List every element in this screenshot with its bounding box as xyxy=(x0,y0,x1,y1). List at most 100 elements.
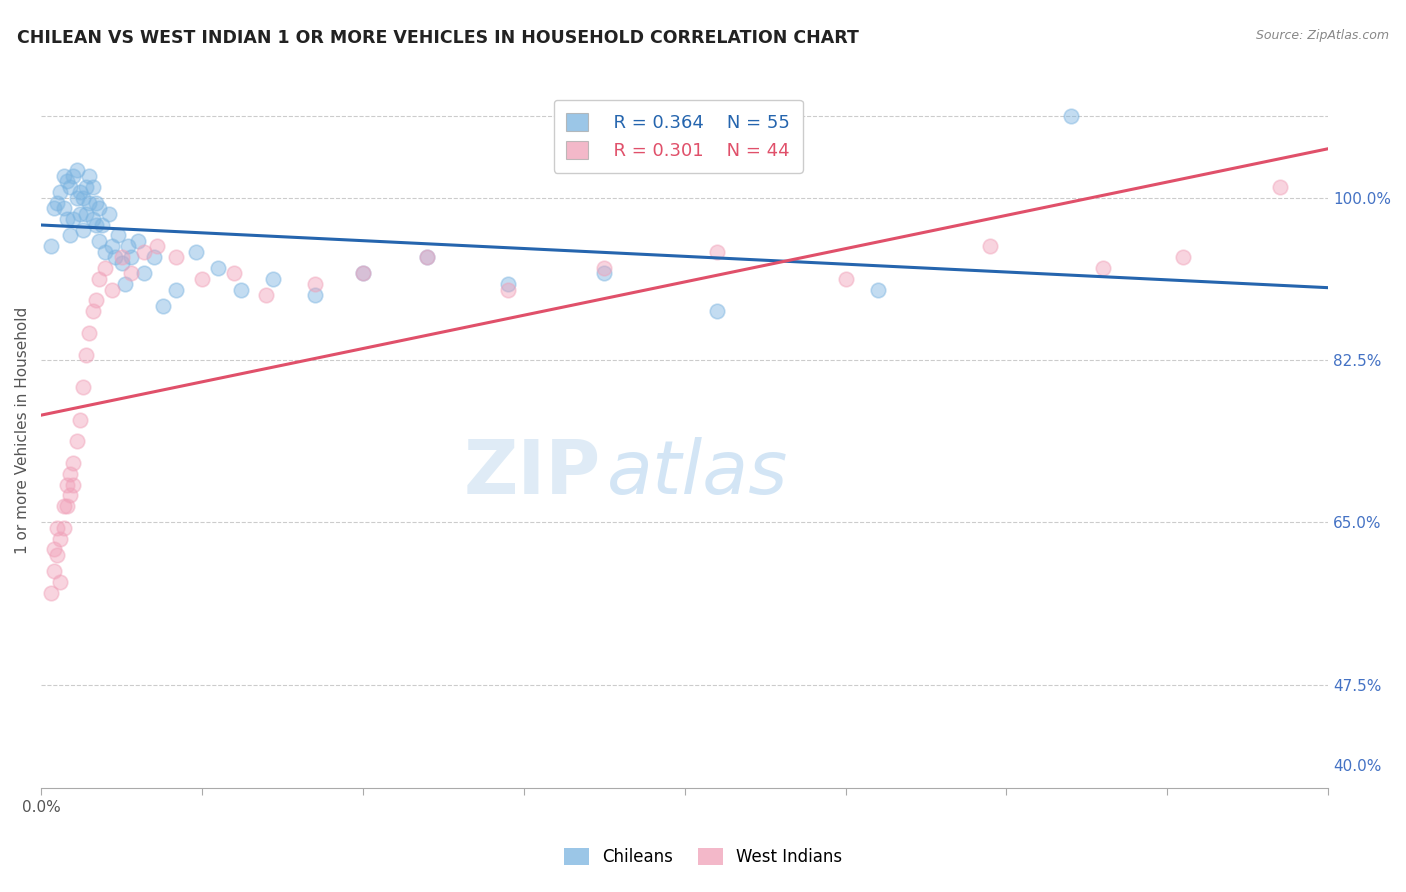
Point xyxy=(110,250,132,264)
Point xyxy=(416,250,439,264)
Point xyxy=(75,207,97,221)
Point xyxy=(834,271,856,285)
Y-axis label: 1 or more Vehicles in Household: 1 or more Vehicles in Household xyxy=(15,307,30,554)
Point xyxy=(82,304,104,318)
Point xyxy=(42,542,65,557)
Point xyxy=(132,244,155,259)
Point xyxy=(706,244,728,259)
Point xyxy=(65,163,87,178)
Point xyxy=(84,218,107,232)
Point xyxy=(79,326,101,340)
Point xyxy=(101,283,124,297)
Point xyxy=(120,250,142,264)
Point xyxy=(304,277,326,292)
Legend:   R = 0.364    N = 55,   R = 0.301    N = 44: R = 0.364 N = 55, R = 0.301 N = 44 xyxy=(554,100,803,173)
Point xyxy=(52,521,75,535)
Text: atlas: atlas xyxy=(607,437,789,509)
Point xyxy=(87,202,110,216)
Point xyxy=(142,250,165,264)
Point xyxy=(593,260,616,275)
Point xyxy=(56,477,79,491)
Point xyxy=(1268,179,1291,194)
Point xyxy=(72,190,94,204)
Point xyxy=(62,169,84,183)
Point xyxy=(117,239,139,253)
Point xyxy=(59,467,82,481)
Point xyxy=(46,196,69,211)
Point xyxy=(52,202,75,216)
Point xyxy=(224,266,246,280)
Point xyxy=(56,499,79,513)
Point xyxy=(49,574,72,589)
Point xyxy=(165,283,187,297)
Point xyxy=(62,212,84,227)
Point xyxy=(49,185,72,199)
Point xyxy=(1091,260,1114,275)
Point xyxy=(84,293,107,308)
Point xyxy=(84,196,107,211)
Point xyxy=(42,202,65,216)
Point xyxy=(49,532,72,546)
Point xyxy=(304,288,326,302)
Point xyxy=(184,244,207,259)
Point xyxy=(52,169,75,183)
Point xyxy=(62,477,84,491)
Point xyxy=(75,179,97,194)
Point xyxy=(87,271,110,285)
Point xyxy=(979,239,1001,253)
Point xyxy=(69,185,91,199)
Point xyxy=(706,304,728,318)
Point xyxy=(229,283,252,297)
Point xyxy=(79,169,101,183)
Point xyxy=(59,179,82,194)
Point xyxy=(82,179,104,194)
Point xyxy=(59,228,82,243)
Point xyxy=(65,434,87,449)
Point xyxy=(52,499,75,513)
Point xyxy=(69,207,91,221)
Point xyxy=(496,283,519,297)
Point xyxy=(42,564,65,578)
Text: Source: ZipAtlas.com: Source: ZipAtlas.com xyxy=(1256,29,1389,42)
Point xyxy=(94,260,117,275)
Point xyxy=(75,347,97,361)
Point xyxy=(114,277,136,292)
Point xyxy=(416,250,439,264)
Point xyxy=(97,207,120,221)
Point xyxy=(1173,250,1195,264)
Point xyxy=(262,271,284,285)
Point xyxy=(496,277,519,292)
Point xyxy=(56,174,79,188)
Point xyxy=(152,299,174,313)
Point xyxy=(165,250,187,264)
Point xyxy=(120,266,142,280)
Point xyxy=(593,266,616,280)
Point xyxy=(82,212,104,227)
Point xyxy=(104,250,127,264)
Point xyxy=(127,234,149,248)
Point xyxy=(56,212,79,227)
Text: ZIP: ZIP xyxy=(464,437,600,509)
Point xyxy=(87,234,110,248)
Point xyxy=(72,223,94,237)
Point xyxy=(191,271,214,285)
Point xyxy=(132,266,155,280)
Point xyxy=(39,239,62,253)
Text: 40.0%: 40.0% xyxy=(1333,758,1382,773)
Point xyxy=(94,244,117,259)
Legend: Chileans, West Indians: Chileans, West Indians xyxy=(557,841,849,873)
Point xyxy=(207,260,229,275)
Point xyxy=(254,288,277,302)
Point xyxy=(39,586,62,600)
Point xyxy=(59,488,82,502)
Point xyxy=(1060,109,1083,123)
Point xyxy=(101,239,124,253)
Point xyxy=(91,218,114,232)
Point xyxy=(866,283,889,297)
Point xyxy=(352,266,374,280)
Point xyxy=(72,380,94,394)
Point xyxy=(46,548,69,562)
Text: CHILEAN VS WEST INDIAN 1 OR MORE VEHICLES IN HOUSEHOLD CORRELATION CHART: CHILEAN VS WEST INDIAN 1 OR MORE VEHICLE… xyxy=(17,29,859,46)
Point xyxy=(352,266,374,280)
Point xyxy=(69,412,91,426)
